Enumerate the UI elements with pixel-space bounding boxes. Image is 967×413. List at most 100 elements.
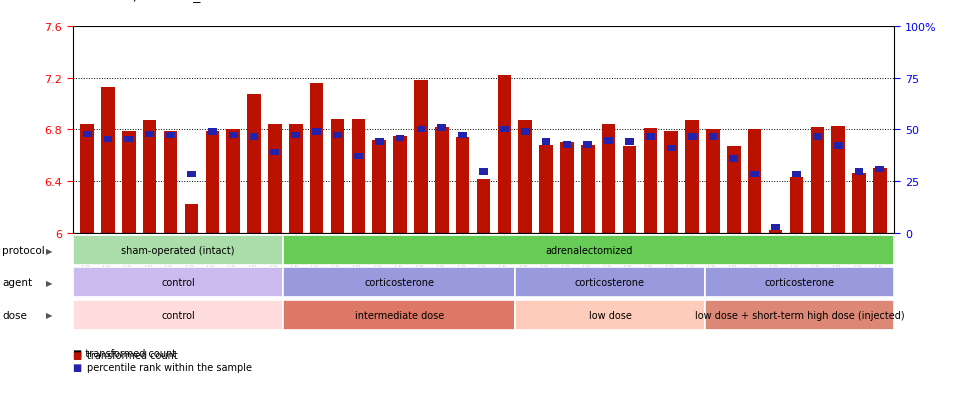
Bar bbox=[375, 139, 384, 146]
Bar bbox=[623, 147, 636, 233]
Bar bbox=[664, 131, 678, 233]
Bar bbox=[855, 169, 864, 175]
Bar bbox=[208, 129, 217, 135]
Bar bbox=[102, 88, 115, 233]
Bar bbox=[729, 156, 738, 162]
Bar bbox=[143, 121, 157, 233]
Bar bbox=[249, 134, 258, 140]
Bar bbox=[771, 224, 780, 231]
Bar bbox=[810, 128, 824, 233]
Bar bbox=[834, 143, 842, 150]
Bar bbox=[625, 139, 634, 146]
Text: ▶: ▶ bbox=[46, 246, 53, 255]
Bar bbox=[727, 147, 741, 233]
Bar bbox=[271, 150, 279, 156]
Bar bbox=[583, 142, 592, 148]
Bar bbox=[518, 121, 532, 233]
Bar bbox=[646, 134, 655, 140]
Text: ■: ■ bbox=[73, 362, 82, 372]
Bar bbox=[166, 133, 175, 139]
Bar bbox=[226, 130, 240, 233]
Bar bbox=[686, 121, 699, 233]
Bar bbox=[477, 179, 490, 233]
Bar bbox=[414, 81, 427, 233]
Bar bbox=[417, 126, 425, 133]
Text: dose: dose bbox=[2, 310, 27, 320]
Bar bbox=[852, 174, 865, 233]
Bar bbox=[500, 126, 509, 133]
Bar bbox=[394, 137, 407, 233]
Bar bbox=[289, 125, 303, 233]
Bar bbox=[125, 137, 133, 143]
Bar bbox=[333, 133, 342, 139]
Bar bbox=[396, 135, 404, 142]
Bar bbox=[437, 125, 446, 131]
Text: corticosterone: corticosterone bbox=[765, 278, 835, 288]
Bar bbox=[354, 153, 363, 160]
Bar bbox=[875, 166, 884, 173]
Bar bbox=[268, 125, 281, 233]
Bar bbox=[792, 171, 801, 178]
Bar bbox=[832, 126, 845, 233]
Bar bbox=[229, 133, 238, 139]
Bar bbox=[521, 129, 530, 135]
Bar bbox=[163, 131, 177, 233]
Bar bbox=[563, 142, 571, 148]
Bar bbox=[813, 134, 822, 140]
Bar bbox=[873, 169, 887, 233]
Bar bbox=[644, 129, 658, 233]
Text: GDS4757 / J05181_at: GDS4757 / J05181_at bbox=[73, 0, 215, 2]
Bar bbox=[667, 146, 676, 152]
Text: percentile rank within the sample: percentile rank within the sample bbox=[87, 362, 252, 372]
Bar bbox=[604, 138, 613, 144]
Text: ▶: ▶ bbox=[46, 311, 53, 319]
Bar bbox=[542, 139, 550, 146]
Text: transformed count: transformed count bbox=[87, 350, 178, 360]
Bar bbox=[458, 133, 467, 139]
Bar bbox=[479, 169, 488, 175]
Bar bbox=[540, 146, 553, 233]
Bar bbox=[80, 125, 94, 233]
Bar bbox=[291, 133, 300, 139]
Bar bbox=[248, 95, 261, 233]
Bar bbox=[706, 130, 719, 233]
Bar bbox=[206, 131, 220, 233]
Bar bbox=[769, 231, 782, 233]
Bar bbox=[185, 205, 198, 233]
Bar bbox=[747, 130, 761, 233]
Bar bbox=[498, 76, 512, 233]
Bar bbox=[103, 137, 112, 143]
Text: intermediate dose: intermediate dose bbox=[355, 310, 444, 320]
Text: low dose: low dose bbox=[589, 310, 631, 320]
Bar bbox=[709, 134, 718, 140]
Text: low dose + short-term high dose (injected): low dose + short-term high dose (injecte… bbox=[695, 310, 904, 320]
Text: adrenalectomized: adrenalectomized bbox=[545, 245, 632, 256]
Bar bbox=[309, 83, 323, 233]
Bar bbox=[455, 138, 469, 233]
Bar bbox=[601, 125, 615, 233]
Text: ■ transformed count: ■ transformed count bbox=[73, 348, 176, 358]
Text: protocol: protocol bbox=[2, 245, 44, 256]
Bar bbox=[688, 134, 696, 140]
Bar bbox=[750, 171, 759, 178]
Bar bbox=[790, 178, 804, 233]
Text: ▶: ▶ bbox=[46, 278, 53, 287]
Bar bbox=[435, 128, 449, 233]
Bar bbox=[372, 140, 386, 233]
Bar bbox=[187, 171, 196, 178]
Text: corticosterone: corticosterone bbox=[575, 278, 645, 288]
Text: control: control bbox=[161, 310, 194, 320]
Bar bbox=[352, 120, 366, 233]
Bar bbox=[145, 131, 154, 138]
Bar bbox=[83, 131, 92, 138]
Text: control: control bbox=[161, 278, 194, 288]
Text: ■: ■ bbox=[73, 350, 82, 360]
Text: agent: agent bbox=[2, 278, 32, 288]
Bar bbox=[560, 143, 573, 233]
Text: corticosterone: corticosterone bbox=[365, 278, 434, 288]
Bar bbox=[331, 120, 344, 233]
Bar bbox=[122, 131, 135, 233]
Bar bbox=[312, 129, 321, 135]
Text: sham-operated (intact): sham-operated (intact) bbox=[121, 245, 235, 256]
Bar bbox=[581, 146, 595, 233]
